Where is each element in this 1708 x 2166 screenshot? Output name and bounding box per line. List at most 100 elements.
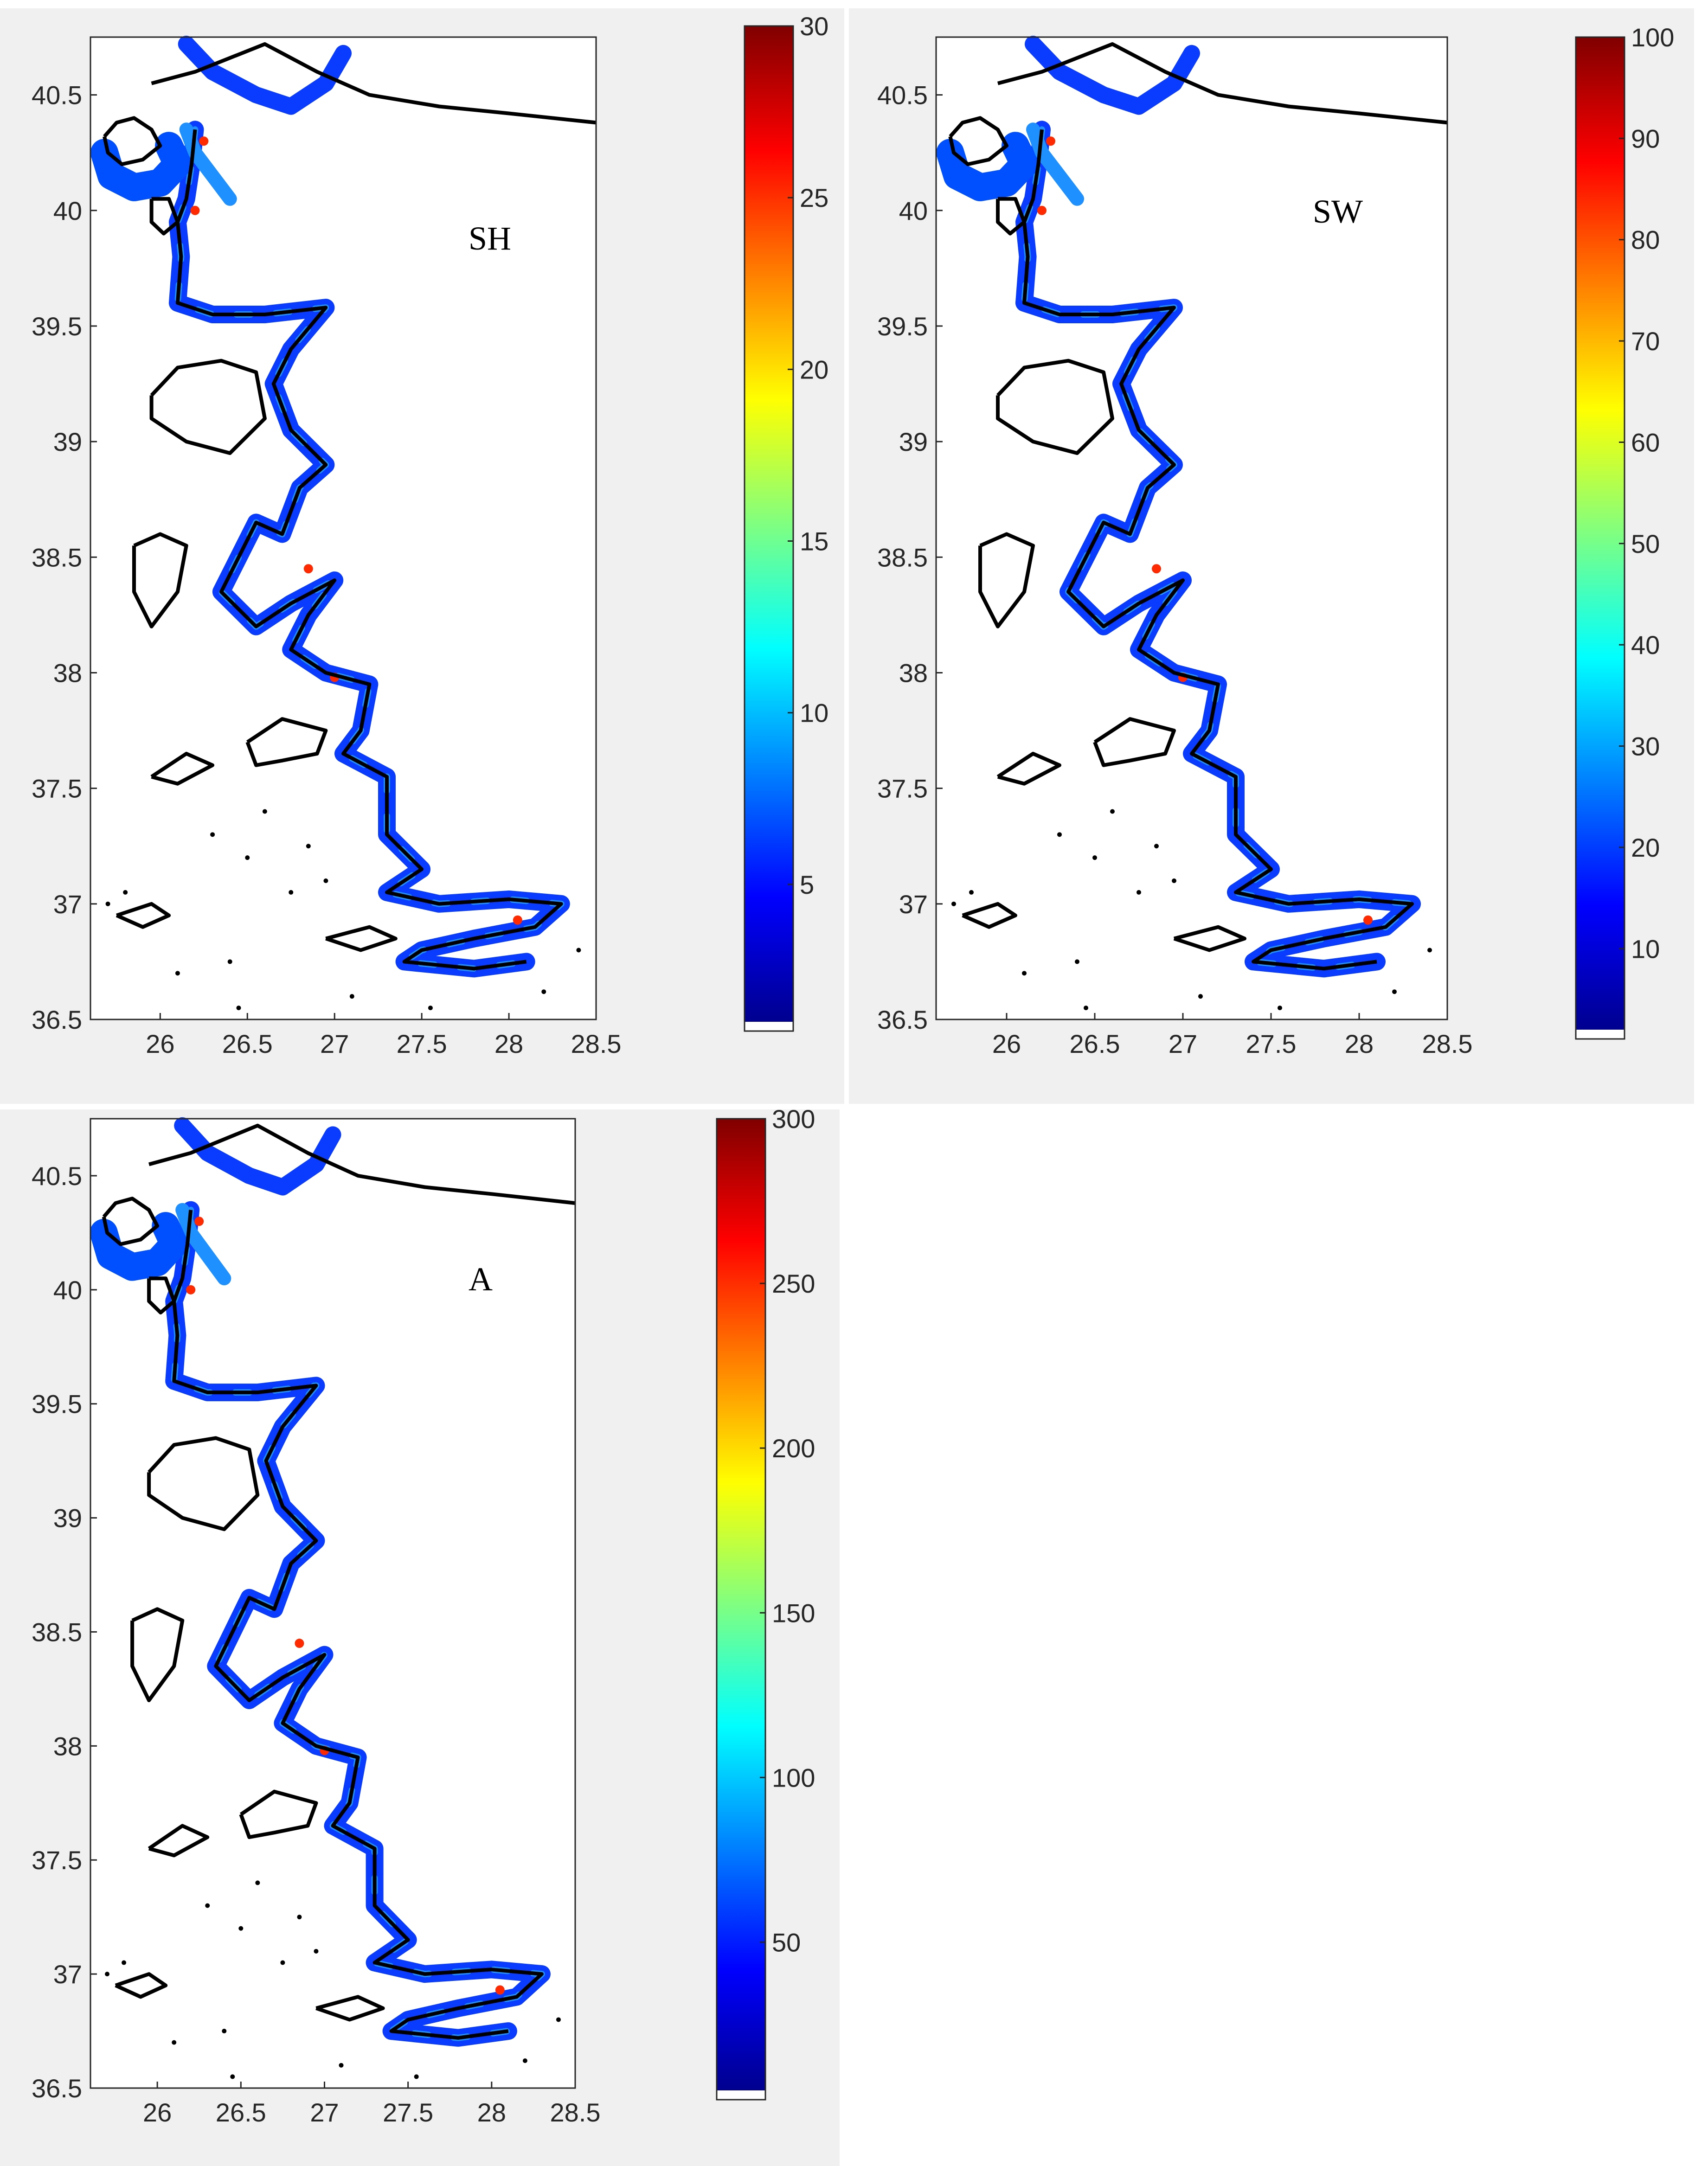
colorbar: 50 100 150 200 250 300: [716, 1109, 815, 2101]
hotspot-mark: [513, 915, 522, 925]
island-outline: [239, 1789, 318, 1839]
colorbar-tick-label: 50: [772, 1928, 801, 1957]
hotspot-mark: [1046, 136, 1055, 146]
panel-sw: 26 26.5 27 27.5 28 28.5 36.5 37 37.5 38 38.5 39 39.5…: [849, 8, 1694, 1104]
islet-speck: [556, 2017, 561, 2022]
hotspot-mark: [1152, 564, 1161, 574]
mainland-coastline: [997, 42, 1448, 125]
y-tick-label: 37.5: [32, 1846, 82, 1875]
colorbar-tick-label: 150: [772, 1598, 815, 1628]
island-outline: [115, 1972, 168, 1999]
islet-speck: [297, 1915, 302, 1920]
islet-speck: [122, 1960, 127, 1965]
island-outline: [102, 1197, 160, 1246]
hotspot-mark: [495, 1985, 505, 1995]
mainland-coastline: [151, 42, 597, 125]
y-tick-label: 36.5: [877, 1005, 928, 1034]
islet-speck: [1278, 1006, 1282, 1011]
y-tick-label: 39: [53, 427, 82, 456]
colorbar-nodata-swatch: [745, 1022, 793, 1031]
strait-band: [175, 1203, 231, 1286]
x-tick-label: 26.5: [1070, 1029, 1120, 1058]
x-tick-label: 27.5: [397, 1029, 447, 1058]
colorbar-tick-label: 70: [1631, 327, 1660, 356]
island-outline: [132, 532, 188, 628]
panel-sh: 26 26.5 27 27.5 28 28.5 36.5 37 37.5 38 38.5 39 39.5…: [0, 8, 844, 1104]
panel-label: A: [469, 1261, 493, 1298]
hotspot-mark: [190, 205, 200, 215]
panel-a: 26 26.5 27 27.5 28 28.5 36.5 37 37.5 38 38.5 39 39.5…: [0, 1109, 840, 2166]
y-tick-label: 40: [53, 1275, 82, 1305]
islet-speck: [262, 809, 267, 814]
colorbar-tick-label: 15: [800, 527, 828, 556]
x-tick-label: 27: [310, 2098, 339, 2127]
islet-speck: [1392, 989, 1397, 994]
x-tick-label: 28.5: [571, 1029, 622, 1058]
x-tick-label: 27: [1169, 1029, 1197, 1058]
map-figure-sh: 26 26.5 27 27.5 28 28.5 36.5 37 37.5 38 38.5 39 39.5…: [32, 12, 828, 1058]
islet-speck: [175, 971, 180, 976]
islet-speck: [951, 901, 956, 906]
map-axes: 26 26.5 27 27.5 28 28.5 36.5 37 37.5 38 38.5 39 39.5…: [32, 1117, 601, 2127]
islet-speck: [1198, 994, 1203, 999]
islet-speck: [1057, 832, 1062, 837]
islet-speck: [227, 959, 232, 964]
islet-speck: [414, 2074, 419, 2079]
islet-speck: [105, 1972, 110, 1977]
y-tick-label: 37: [53, 890, 82, 919]
colorbar-gradient: [717, 1119, 765, 2090]
islet-speck: [236, 1006, 241, 1011]
islet-speck: [306, 844, 311, 849]
island-outline: [149, 197, 180, 236]
island-outline: [962, 902, 1017, 929]
strait-band: [179, 122, 237, 206]
island-outline: [996, 197, 1026, 236]
y-tick-label: 40: [53, 196, 82, 225]
colorbar-gradient: [745, 26, 793, 1022]
islet-speck: [245, 855, 250, 860]
islet-speck: [1084, 1006, 1088, 1011]
colorbar-tick-label: 10: [1631, 934, 1660, 963]
y-tick-label: 36.5: [32, 2074, 82, 2103]
hotspot-mark: [303, 564, 313, 574]
y-tick-label: 38.5: [877, 543, 928, 572]
y-tick-label: 38: [53, 658, 82, 687]
colorbar-tick-label: 30: [1631, 732, 1660, 761]
island-outline: [325, 925, 398, 952]
islet-speck: [314, 1948, 319, 1954]
island-outline: [103, 116, 162, 167]
colorbar-tick-label: 250: [772, 1269, 815, 1298]
y-tick-label: 39: [53, 1504, 82, 1533]
coastline: [172, 1210, 544, 2040]
island-outline: [130, 1607, 185, 1702]
x-tick-label: 26.5: [222, 1029, 273, 1058]
island-outline: [1173, 925, 1246, 952]
hotspot-mark: [199, 136, 209, 146]
colorbar-tick-label: 50: [1631, 529, 1660, 558]
colorbar-tick-label: 200: [772, 1434, 815, 1463]
x-tick-label: 26.5: [216, 2098, 266, 2127]
colorbar-tick-label: 5: [800, 870, 814, 899]
island-outline: [315, 1995, 385, 2022]
y-tick-label: 38.5: [32, 1617, 82, 1647]
islet-speck: [522, 2058, 527, 2063]
islet-speck: [210, 832, 215, 837]
islet-speck: [428, 1006, 433, 1011]
y-tick-label: 37: [899, 890, 928, 919]
colorbar: 10 20 30 40 50 60 70 80 90 100: [1575, 23, 1674, 1040]
islet-speck: [1172, 878, 1176, 883]
map-figure-a: 26 26.5 27 27.5 28 28.5 36.5 37 37.5 38 38.5 39 39.5…: [32, 1109, 815, 2127]
islet-speck: [280, 1960, 285, 1965]
map-figure-sw: 26 26.5 27 27.5 28 28.5 36.5 37 37.5 38 38.5 39 39.5…: [877, 23, 1674, 1058]
island-outline: [147, 1276, 176, 1314]
x-tick-label: 27: [320, 1029, 349, 1058]
map-plot-area: [90, 1119, 575, 2088]
x-tick-label: 28: [1345, 1029, 1374, 1058]
y-tick-label: 37.5: [32, 774, 82, 803]
islet-speck: [1075, 959, 1079, 964]
y-tick-label: 39.5: [877, 312, 928, 341]
coastline: [1022, 129, 1414, 971]
y-tick-label: 40: [899, 196, 928, 225]
strait-band: [1026, 122, 1084, 206]
islet-speck: [1427, 948, 1432, 953]
